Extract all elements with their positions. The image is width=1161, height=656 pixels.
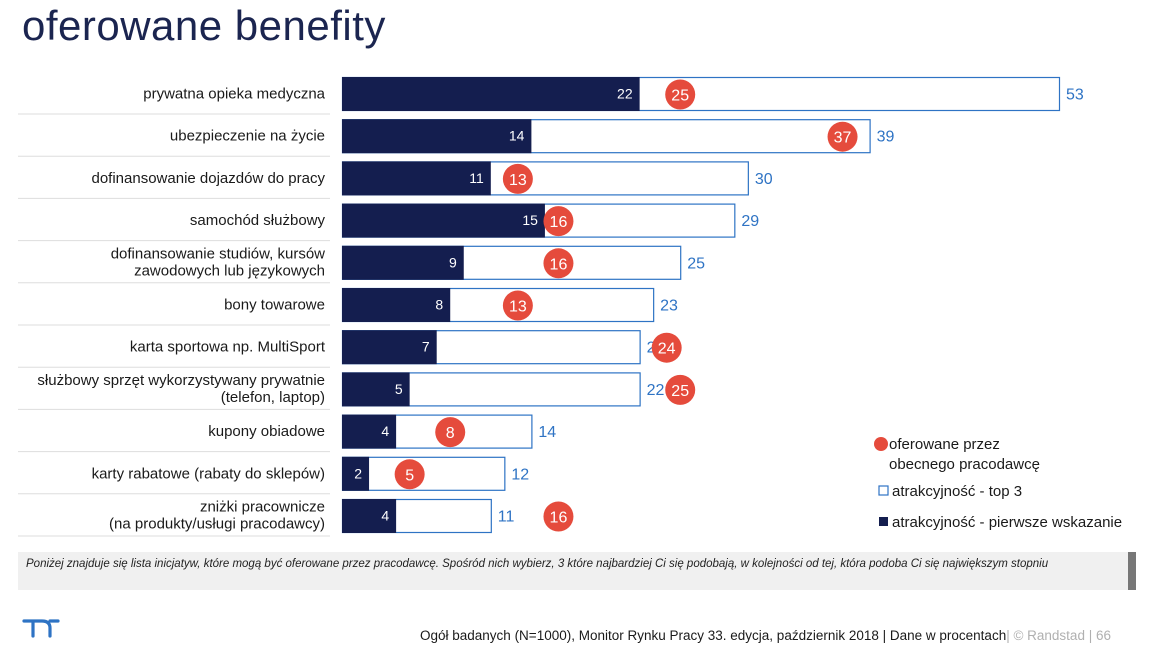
first-choice-bar [342,245,464,280]
top3-value: 39 [877,129,895,146]
top3-value: 11 [498,509,515,526]
offered-marker [502,290,533,321]
page-title: oferowane benefity [22,2,386,49]
offered-value: 13 [509,299,527,316]
randstad-logo-icon [22,619,60,638]
legend-offered-label-1: oferowane przez [889,436,1000,453]
legend-first-marker [879,517,888,526]
offered-value: 16 [550,510,568,527]
category-label: samochód służbowy [190,212,326,229]
offered-value: 25 [671,88,689,105]
offered-value: 37 [834,130,852,147]
offered-marker [543,501,574,532]
offered-marker [827,121,858,152]
offered-value: 5 [405,467,414,484]
offered-value: 8 [446,425,455,442]
top3-value: 14 [538,424,556,441]
offered-marker [394,459,425,490]
offered-value: 13 [509,172,527,189]
offered-value: 25 [671,383,689,400]
top3-value: 30 [755,171,773,188]
category-label: bony towarowe [224,297,325,314]
footer-copyright: | © Randstad | 66 [1006,628,1111,643]
first-choice-value: 11 [469,170,484,186]
offered-marker [502,163,533,194]
benefits-bar-chart: prywatna opieka medyczna 22 5325ubezpiecze… [18,76,1122,537]
first-choice-bar [342,77,640,111]
top3-value: 12 [511,466,529,483]
legend-offered-label-2: obecnego pracodawcę [889,456,1040,473]
legend-top3-label: atrakcyjność - top 3 [892,483,1022,500]
offered-value: 16 [550,214,568,231]
question-note: Poniżej znajduje się lista inicjatyw, kt… [18,552,1136,590]
first-choice-value: 4 [381,508,389,524]
offered-marker [435,417,466,448]
first-choice-bar [342,372,410,407]
first-choice-bar [342,330,437,365]
category-label: zniżki pracownicze [200,499,325,516]
offered-marker [543,206,574,237]
offered-marker [543,248,574,279]
category-label: dofinansowanie dojazdów do pracy [92,170,326,187]
first-choice-value: 9 [449,254,457,270]
category-label: dofinansowanie studiów, kursów [111,245,325,262]
top3-value: 25 [687,255,705,272]
category-label: kupony obiadowe [208,423,325,440]
offered-marker [665,374,696,405]
offered-value: 16 [550,256,568,273]
first-choice-bar [342,119,532,154]
offered-value: 24 [658,341,676,358]
first-choice-bar [342,499,397,533]
category-label: ubezpieczenie na życie [170,128,325,145]
top3-value: 29 [741,213,759,230]
first-choice-bar [342,456,370,491]
category-label: karta sportowa np. MultiSport [130,339,326,356]
category-label: służbowy sprzęt wykorzystywany prywatnie [37,372,325,389]
first-choice-value: 4 [381,423,389,439]
top3-value: 53 [1066,87,1084,104]
chart-legend: oferowane przez obecnego pracodawcę atra… [874,436,1122,531]
category-label: prywatna opieka medyczna [143,86,325,103]
category-label: karty rabatowe (rabaty do sklepów) [92,465,325,482]
category-label: (telefon, laptop) [221,389,325,406]
first-choice-value: 8 [435,297,443,313]
first-choice-value: 22 [617,86,633,102]
footer-source-text: Ogół badanych (N=1000), Monitor Rynku Pr… [420,628,1007,643]
first-choice-bar [342,161,491,196]
legend-top3-marker [878,485,889,496]
category-label: (na produkty/usługi pracodawcy) [109,516,325,533]
top3-value: 23 [660,298,678,315]
footer-source: Ogół badanych (N=1000), Monitor Rynku Pr… [420,628,1111,643]
first-choice-value: 15 [522,212,538,228]
top3-value: 22 [647,382,665,399]
first-choice-bar [342,288,451,322]
first-choice-value: 5 [395,381,403,397]
offered-marker [665,79,696,110]
first-choice-value: 2 [354,465,362,481]
first-choice-bar [342,203,545,238]
first-choice-bar [342,414,397,449]
legend-offered-marker [874,437,888,451]
offered-marker [651,332,682,363]
question-note-text: Poniżej znajduje się lista inicjatyw, kt… [26,558,1049,570]
category-label: zawodowych lub językowych [134,262,325,279]
first-choice-value: 14 [509,128,525,144]
first-choice-value: 7 [422,339,430,355]
legend-first-label: atrakcyjność - pierwsze wskazanie [892,514,1122,531]
